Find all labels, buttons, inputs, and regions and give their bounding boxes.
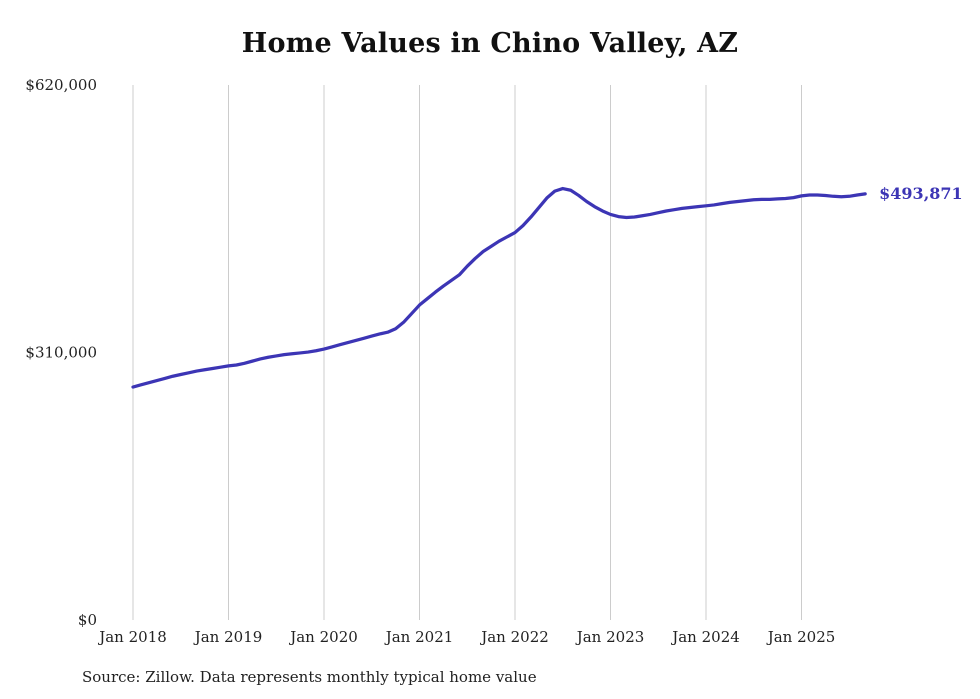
x-tick-label: Jan 2019 bbox=[193, 628, 263, 646]
home-value-line bbox=[131, 186, 867, 389]
x-tick-label: Jan 2020 bbox=[288, 628, 358, 646]
x-tick-label: Jan 2021 bbox=[384, 628, 454, 646]
y-tick-label: $0 bbox=[78, 611, 97, 629]
x-tick-label: Jan 2025 bbox=[766, 628, 836, 646]
x-tick-label: Jan 2023 bbox=[575, 628, 645, 646]
y-tick-label: $310,000 bbox=[25, 344, 97, 362]
y-tick-label: $620,000 bbox=[25, 76, 97, 94]
x-tick-label: Jan 2018 bbox=[97, 628, 167, 646]
x-tick-label: Jan 2024 bbox=[670, 628, 740, 646]
x-tick-label: Jan 2022 bbox=[479, 628, 549, 646]
chart-title: Home Values in Chino Valley, AZ bbox=[241, 28, 739, 59]
source-note: Source: Zillow. Data represents monthly … bbox=[82, 668, 537, 686]
end-value-label: $493,871 bbox=[879, 184, 963, 203]
